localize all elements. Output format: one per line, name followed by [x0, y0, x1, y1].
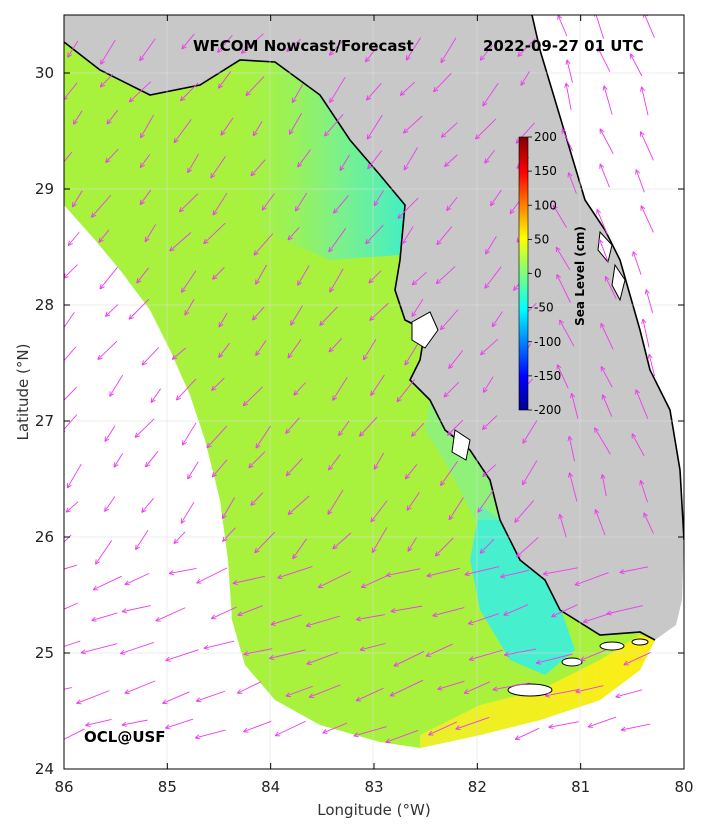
- x-tick-label: 82: [468, 778, 487, 796]
- map-title: WFCOM Nowcast/Forecast: [193, 37, 414, 55]
- vector-arrowhead: [53, 171, 54, 176]
- colorbar-tick-label: 0: [534, 267, 542, 281]
- vector-arrowhead: [166, 661, 171, 662]
- x-tick-label: 84: [261, 778, 280, 796]
- x-tick-label: 81: [571, 778, 590, 796]
- vector-arrowhead: [53, 548, 55, 553]
- vector-arrowhead: [59, 401, 61, 406]
- x-tick-label: 85: [158, 778, 177, 796]
- colorbar-tick-label: 150: [534, 164, 557, 178]
- credit-label: OCL@USF: [84, 728, 166, 746]
- vector-arrowhead: [41, 694, 46, 695]
- y-tick-label: 29: [35, 180, 54, 198]
- y-tick-label: 27: [35, 412, 54, 430]
- colorbar-tick-label: -200: [534, 403, 561, 417]
- vector-arrowhead: [45, 614, 48, 618]
- vector-arrowhead: [60, 331, 64, 333]
- vector-arrowhead: [43, 572, 47, 575]
- y-tick-label: 26: [35, 528, 54, 546]
- y-tick-label: 28: [35, 296, 54, 314]
- vector-arrowhead: [636, 170, 637, 175]
- vector-arrowhead: [58, 366, 63, 368]
- vector-arrowhead: [120, 654, 125, 655]
- vector-arrowhead: [60, 429, 61, 434]
- vector-arrowhead: [41, 691, 45, 694]
- vector-arrowhead: [53, 173, 58, 175]
- colorbar-label: Sea Level (cm): [573, 226, 587, 326]
- x-tick-label: 86: [54, 778, 73, 796]
- y-tick-label: 25: [35, 644, 54, 662]
- vector-arrowhead: [52, 741, 55, 745]
- vector-arrowhead: [43, 575, 48, 576]
- colorbar-tick-label: -100: [534, 335, 561, 349]
- vector-arrowhead: [468, 624, 473, 625]
- vector-arrowhead: [456, 729, 461, 730]
- vector-arrowhead: [588, 727, 593, 728]
- colorbar-tick-label: -150: [534, 369, 561, 383]
- y-axis-label: Latitude (°N): [14, 344, 32, 441]
- vector-arrowhead: [196, 701, 201, 702]
- vector-arrowhead: [60, 329, 61, 334]
- timestamp-label: 2022-09-27 01 UTC: [483, 37, 644, 55]
- x-tick-label: 83: [364, 778, 383, 796]
- vector-arrowhead: [58, 363, 59, 368]
- colorbar-tick-label: 200: [534, 130, 557, 144]
- x-axis-label: Longitude (°W): [317, 801, 430, 819]
- x-tick-label: 80: [674, 778, 693, 796]
- vector-arrowhead: [59, 404, 64, 406]
- colorbar-tick-label: 50: [534, 232, 549, 246]
- colorbar-tick-label: -50: [534, 301, 554, 315]
- y-tick-label: 24: [35, 760, 54, 778]
- colorbar-tick-label: 100: [534, 198, 557, 212]
- vector-arrowhead: [633, 252, 634, 257]
- colorbar-gradient: [519, 137, 528, 410]
- y-tick-label: 30: [35, 64, 54, 82]
- vector-arrowhead: [53, 551, 58, 553]
